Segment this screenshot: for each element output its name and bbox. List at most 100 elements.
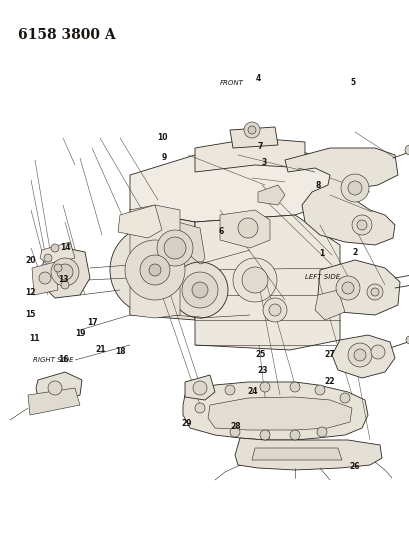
Text: 27: 27 xyxy=(324,350,335,359)
Polygon shape xyxy=(36,372,82,402)
Text: FRONT: FRONT xyxy=(219,79,243,86)
Circle shape xyxy=(241,267,267,293)
Circle shape xyxy=(229,427,239,437)
Polygon shape xyxy=(32,262,58,295)
Text: 1: 1 xyxy=(319,249,324,257)
Circle shape xyxy=(340,174,368,202)
Polygon shape xyxy=(195,215,339,350)
Circle shape xyxy=(289,430,299,440)
Polygon shape xyxy=(314,290,344,320)
Circle shape xyxy=(172,262,227,318)
Text: 29: 29 xyxy=(181,419,191,428)
Polygon shape xyxy=(207,397,351,430)
Text: 19: 19 xyxy=(74,329,85,337)
Polygon shape xyxy=(252,448,341,460)
Text: 22: 22 xyxy=(324,377,335,385)
Text: 21: 21 xyxy=(95,345,106,353)
Polygon shape xyxy=(229,127,277,148)
Circle shape xyxy=(353,349,365,361)
Text: 9: 9 xyxy=(161,153,166,161)
Circle shape xyxy=(347,181,361,195)
Polygon shape xyxy=(195,138,304,172)
Polygon shape xyxy=(145,220,204,278)
Polygon shape xyxy=(331,335,394,378)
Text: LEFT SIDE: LEFT SIDE xyxy=(305,274,340,280)
Polygon shape xyxy=(184,375,214,400)
Circle shape xyxy=(157,230,193,266)
Circle shape xyxy=(237,218,257,238)
Text: 7: 7 xyxy=(257,142,263,151)
Text: 10: 10 xyxy=(156,133,167,142)
Circle shape xyxy=(341,282,353,294)
Circle shape xyxy=(191,282,207,298)
Text: 2: 2 xyxy=(351,248,356,256)
Circle shape xyxy=(125,240,184,300)
Circle shape xyxy=(356,220,366,230)
Circle shape xyxy=(193,381,207,395)
Circle shape xyxy=(370,345,384,359)
Circle shape xyxy=(51,244,59,252)
Polygon shape xyxy=(42,248,90,298)
Circle shape xyxy=(57,264,73,280)
Circle shape xyxy=(44,254,52,262)
Polygon shape xyxy=(130,210,195,320)
Text: RIGHT SIDE: RIGHT SIDE xyxy=(33,357,73,363)
Text: 17: 17 xyxy=(87,318,97,327)
Text: 13: 13 xyxy=(58,276,69,284)
Text: 8: 8 xyxy=(314,181,320,190)
Polygon shape xyxy=(28,388,80,415)
Polygon shape xyxy=(220,210,270,248)
Polygon shape xyxy=(257,185,284,205)
Circle shape xyxy=(405,336,409,344)
Circle shape xyxy=(247,126,255,134)
Circle shape xyxy=(351,215,371,235)
Circle shape xyxy=(39,272,51,284)
Circle shape xyxy=(51,258,79,286)
Polygon shape xyxy=(317,260,399,315)
Circle shape xyxy=(110,225,200,315)
Text: 28: 28 xyxy=(230,422,240,431)
Circle shape xyxy=(347,343,371,367)
Circle shape xyxy=(316,427,326,437)
Circle shape xyxy=(139,255,170,285)
Circle shape xyxy=(54,264,62,272)
Circle shape xyxy=(262,298,286,322)
Text: 6: 6 xyxy=(218,228,223,236)
Circle shape xyxy=(289,382,299,392)
Circle shape xyxy=(339,393,349,403)
Text: 25: 25 xyxy=(254,350,265,359)
Circle shape xyxy=(335,276,359,300)
Circle shape xyxy=(268,304,280,316)
Circle shape xyxy=(148,264,161,276)
Polygon shape xyxy=(40,242,75,265)
Circle shape xyxy=(404,145,409,155)
Circle shape xyxy=(232,258,276,302)
Text: 4: 4 xyxy=(255,75,260,83)
Text: 24: 24 xyxy=(246,387,257,396)
Text: 23: 23 xyxy=(256,366,267,375)
Circle shape xyxy=(259,382,270,392)
Polygon shape xyxy=(130,148,339,222)
Circle shape xyxy=(259,430,270,440)
Circle shape xyxy=(314,385,324,395)
Text: 12: 12 xyxy=(25,288,36,296)
Circle shape xyxy=(195,403,204,413)
Polygon shape xyxy=(182,382,367,440)
Text: 11: 11 xyxy=(29,334,40,343)
Circle shape xyxy=(164,237,186,259)
Polygon shape xyxy=(130,205,180,318)
Text: 14: 14 xyxy=(60,244,71,252)
Text: 15: 15 xyxy=(25,310,36,319)
Text: 26: 26 xyxy=(348,462,359,471)
Circle shape xyxy=(366,284,382,300)
Text: 18: 18 xyxy=(115,348,126,356)
Text: 3: 3 xyxy=(261,158,266,167)
Text: 5: 5 xyxy=(349,78,354,87)
Circle shape xyxy=(243,122,259,138)
Polygon shape xyxy=(234,438,381,470)
Text: 6158 3800 A: 6158 3800 A xyxy=(18,28,115,42)
Text: 20: 20 xyxy=(25,256,36,264)
Polygon shape xyxy=(284,148,397,245)
Polygon shape xyxy=(118,205,162,238)
Text: 16: 16 xyxy=(58,356,69,364)
